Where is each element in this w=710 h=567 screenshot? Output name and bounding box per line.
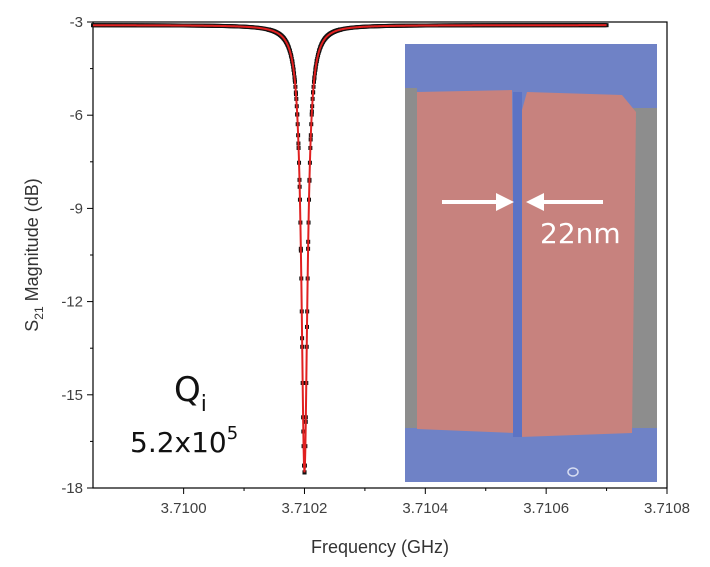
inset-red-left-electrode xyxy=(417,90,515,433)
y-tick-label: -18 xyxy=(61,480,83,497)
left-arrow-head xyxy=(496,193,514,211)
x-tick-label: 3.7100 xyxy=(161,500,207,517)
y-tick-label: -9 xyxy=(70,200,83,217)
inset-red-right-electrode xyxy=(520,92,636,437)
inset-micrograph: 22nm xyxy=(405,44,657,482)
curves xyxy=(91,23,609,475)
inset-label: 22nm xyxy=(540,217,621,250)
measured-point xyxy=(302,470,307,475)
axis-ticks xyxy=(87,21,668,494)
q-label-sub: i xyxy=(201,392,207,417)
inset-gray-right-edge xyxy=(632,108,657,428)
y-axis-title: S21 Magnitude (dB) xyxy=(22,178,46,331)
x-tick-label: 3.7102 xyxy=(282,500,328,517)
x-tick-label: 3.7104 xyxy=(402,500,448,517)
y-axis-title-main: S xyxy=(22,320,42,332)
inset-gap-line xyxy=(513,92,522,437)
q-label-main: Q xyxy=(174,370,201,410)
x-axis-title: Frequency (GHz) xyxy=(311,537,449,557)
x-tick-label: 3.7106 xyxy=(523,500,569,517)
inset-particle xyxy=(567,467,579,477)
y-tick-label: -12 xyxy=(61,294,83,311)
inset-gray-left-edge xyxy=(405,88,417,428)
q-value-mantissa: 5.2x10 xyxy=(130,426,227,459)
y-axis-title-rest: Magnitude (dB) xyxy=(22,178,42,306)
axis-tick-labels: 3.7100 3.7102 3.7104 3.7106 3.7108 -3 -6 -9 -12 -… xyxy=(61,14,690,517)
fit-line xyxy=(93,24,607,473)
q-value-exponent: 5 xyxy=(227,423,238,444)
y-tick-label: -3 xyxy=(70,14,83,31)
x-tick-label: 3.7108 xyxy=(644,500,690,517)
q-value: 5.2x105 xyxy=(130,423,238,459)
y-tick-label: -6 xyxy=(70,107,83,124)
q-label: Qi xyxy=(174,370,207,417)
right-arrow-head xyxy=(526,193,544,211)
y-tick-label: -15 xyxy=(61,387,83,404)
y-axis-title-sub: 21 xyxy=(32,306,46,320)
